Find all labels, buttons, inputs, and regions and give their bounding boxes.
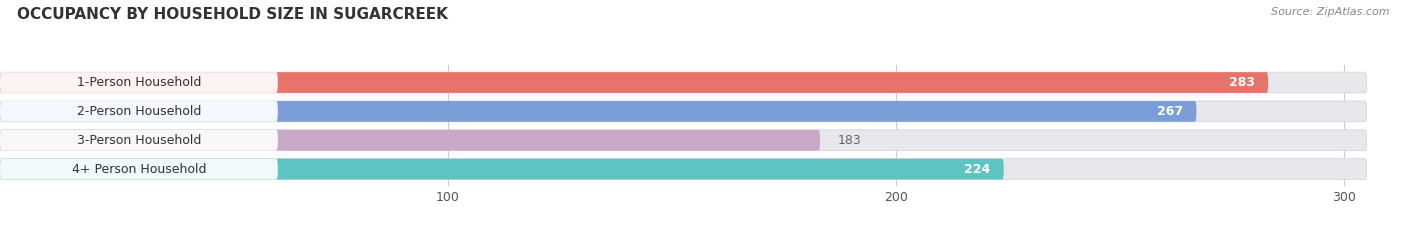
Text: Source: ZipAtlas.com: Source: ZipAtlas.com [1271, 7, 1389, 17]
Text: 224: 224 [965, 163, 990, 176]
Text: 2-Person Household: 2-Person Household [77, 105, 201, 118]
Text: 183: 183 [838, 134, 862, 147]
FancyBboxPatch shape [0, 130, 820, 151]
FancyBboxPatch shape [0, 159, 278, 179]
FancyBboxPatch shape [0, 159, 1367, 179]
Text: 4+ Person Household: 4+ Person Household [72, 163, 207, 176]
FancyBboxPatch shape [0, 101, 278, 122]
Text: 3-Person Household: 3-Person Household [77, 134, 201, 147]
FancyBboxPatch shape [0, 72, 278, 93]
Text: OCCUPANCY BY HOUSEHOLD SIZE IN SUGARCREEK: OCCUPANCY BY HOUSEHOLD SIZE IN SUGARCREE… [17, 7, 447, 22]
FancyBboxPatch shape [0, 130, 1367, 151]
Text: 267: 267 [1157, 105, 1182, 118]
Text: 283: 283 [1229, 76, 1254, 89]
FancyBboxPatch shape [0, 159, 1004, 179]
FancyBboxPatch shape [0, 72, 1367, 93]
FancyBboxPatch shape [0, 101, 1197, 122]
Text: 1-Person Household: 1-Person Household [77, 76, 201, 89]
FancyBboxPatch shape [0, 101, 1367, 122]
FancyBboxPatch shape [0, 72, 1268, 93]
FancyBboxPatch shape [0, 130, 278, 151]
